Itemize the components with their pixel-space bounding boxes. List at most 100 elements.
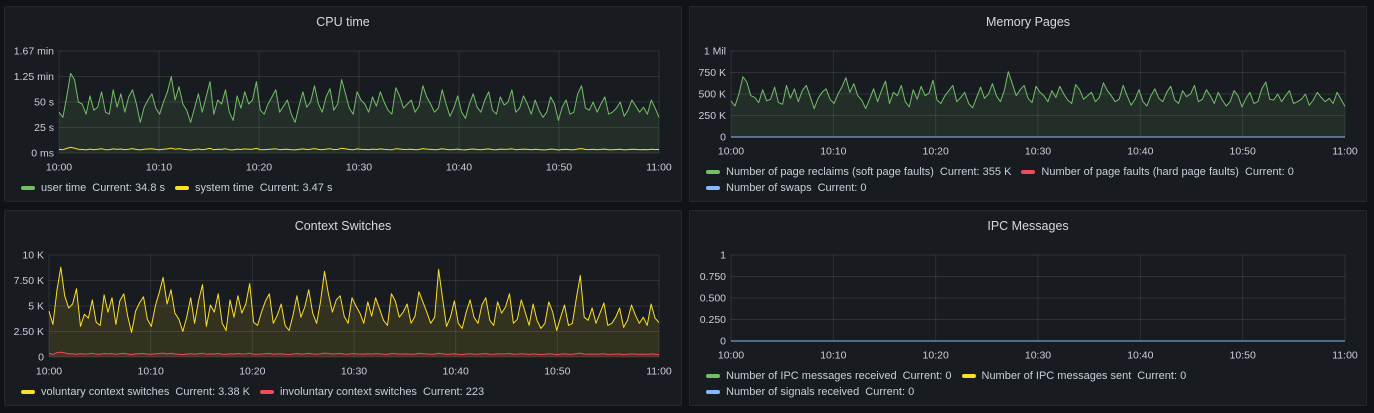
chart-memory-pages[interactable]: 0 250 K 500 K 750 K 1 Mil 10:00 10:10 10:20 10:3…: [690, 7, 1368, 203]
legend-row: Number of page reclaims (soft page fault…: [706, 164, 1356, 196]
x-tick-label: 10:40: [446, 162, 472, 174]
legend-current-value: Current: 3.38 K: [175, 386, 250, 398]
legend-swatch: [21, 390, 35, 394]
y-tick-label: 2.50 K: [14, 326, 44, 338]
chart-ipc-messages[interactable]: 0 0.250 0.500 0.750 1 10:00 10:10 10:20 10:30 10:…: [690, 211, 1368, 407]
x-tick-label: 10:00: [718, 146, 744, 158]
chart-context-switches[interactable]: 0 2.50 K 5 K 7.50 K 10 K 10:00 10:10 10:20 10:30…: [5, 211, 683, 407]
series-area-user-time: [59, 73, 659, 153]
legend-swatch: [706, 390, 720, 394]
legend-row: Number of IPC messages received Current: …: [706, 368, 1356, 400]
y-tick-label: 0.250: [700, 314, 726, 326]
x-tick-label: 10:30: [341, 366, 367, 378]
legend-series-name: voluntary context switches: [41, 386, 170, 398]
x-tick-label: 11:00: [646, 366, 672, 378]
x-tick-label: 10:50: [544, 366, 570, 378]
y-tick-label: 7.50 K: [14, 275, 44, 287]
legend-current-value: Current: 0: [865, 386, 915, 398]
series-line-involuntary-context-switches: [48, 351, 660, 356]
series-line-system-time: [58, 146, 659, 151]
y-tick-label: 0: [38, 352, 44, 364]
x-tick-label: 10:00: [718, 350, 744, 362]
y-tick-label: 25 s: [34, 122, 54, 134]
series-area-number-of-page-reclaims-soft-page-faults: [731, 71, 1345, 137]
x-tick-label: 10:10: [138, 366, 164, 378]
x-tick-label: 10:50: [1230, 146, 1256, 158]
legend-series-name: involuntary context switches: [279, 386, 417, 398]
legend-swatch: [706, 374, 720, 378]
x-tick-label: 10:20: [923, 146, 949, 158]
panel-title[interactable]: IPC Messages: [987, 219, 1069, 233]
legend-series-name: Number of page faults (hard page faults): [1041, 166, 1239, 178]
x-tick-label: 10:30: [1025, 350, 1051, 362]
x-tick-label: 10:40: [1127, 146, 1153, 158]
x-tick-label: 11:00: [1332, 146, 1358, 158]
legend-item-number-of-ipc-messages-sent[interactable]: Number of IPC messages sent Current: 0: [961, 368, 1187, 384]
x-tick-label: 10:30: [346, 162, 372, 174]
x-tick-label: 10:40: [443, 366, 469, 378]
legend-series-name: user time: [41, 182, 87, 194]
legend-item-number-of-ipc-messages-received[interactable]: Number of IPC messages received Current: …: [706, 368, 952, 384]
legend-series-name: Number of IPC messages sent: [981, 370, 1132, 382]
y-tick-label: 0.750: [700, 271, 726, 283]
legend-item-system-time[interactable]: system time Current: 3.47 s: [175, 180, 332, 196]
legend-item-voluntary-context-switches[interactable]: voluntary context switches Current: 3.38 …: [21, 384, 250, 400]
x-tick-label: 10:00: [36, 366, 62, 378]
y-tick-label: 0: [720, 336, 726, 348]
x-tick-label: 10:00: [46, 162, 72, 174]
panel-title[interactable]: Context Switches: [294, 219, 392, 233]
legend: voluntary context switches Current: 3.38 …: [21, 384, 671, 400]
legend-swatch: [175, 186, 190, 190]
y-tick-label: 5 K: [28, 301, 44, 313]
x-tick-label: 10:10: [820, 350, 846, 362]
x-tick-label: 11:00: [646, 162, 672, 174]
legend-swatch: [706, 170, 720, 174]
legend-swatch: [21, 186, 35, 190]
panel-title[interactable]: CPU time: [316, 15, 370, 29]
x-tick-label: 10:10: [146, 162, 172, 174]
legend: Number of IPC messages received Current: …: [706, 368, 1356, 400]
x-tick-label: 11:00: [1332, 350, 1358, 362]
legend-swatch: [961, 374, 976, 378]
legend-series-name: Number of signals received: [726, 386, 860, 398]
legend-swatch: [259, 390, 274, 394]
legend: user time Current: 34.8 s system time Curre…: [21, 180, 671, 196]
legend-row: voluntary context switches Current: 3.38 …: [21, 384, 671, 400]
y-tick-label: 10 K: [22, 250, 44, 262]
y-tick-label: 1: [720, 250, 726, 262]
legend-current-value: Current: 0: [902, 370, 952, 382]
legend-series-name: system time: [195, 182, 254, 194]
x-tick-label: 10:10: [820, 146, 846, 158]
y-tick-label: 500 K: [699, 89, 726, 101]
legend-item-involuntary-context-switches[interactable]: involuntary context switches Current: 223: [259, 384, 484, 400]
series-line-number-of-page-reclaims-soft-page-faults: [730, 71, 1346, 110]
legend-item-number-of-page-reclaims-soft-page-faults[interactable]: Number of page reclaims (soft page fault…: [706, 164, 1011, 180]
legend-current-value: Current: 0: [1137, 370, 1187, 382]
legend-series-name: Number of IPC messages received: [726, 370, 897, 382]
series-line-voluntary-context-switches: [48, 266, 660, 333]
y-tick-label: 1 Mil: [704, 46, 726, 58]
x-tick-label: 10:50: [546, 162, 572, 174]
legend-series-name: Number of page reclaims (soft page fault…: [726, 166, 934, 178]
legend-item-number-of-signals-received[interactable]: Number of signals received Current: 0: [706, 384, 914, 400]
x-tick-label: 10:20: [239, 366, 265, 378]
x-tick-label: 10:40: [1127, 350, 1153, 362]
x-tick-label: 10:20: [923, 350, 949, 362]
y-tick-label: 50 s: [34, 97, 54, 109]
panel-title[interactable]: Memory Pages: [985, 15, 1071, 29]
chart-cpu-time[interactable]: 0 ms 25 s 50 s 1.25 min 1.67 min 10:00 10:10 10…: [5, 7, 683, 203]
y-tick-label: 750 K: [699, 67, 726, 79]
legend-item-user-time[interactable]: user time Current: 34.8 s: [21, 180, 165, 196]
panel-cpu-time: CPU time 0 ms 25 s 50 s 1.25 min 1.67 min 10:…: [4, 6, 682, 202]
panel-memory-pages: Memory Pages 0 250 K 500 K 750 K 1 Mil 10:00 1…: [689, 6, 1367, 202]
y-tick-label: 250 K: [699, 110, 726, 122]
legend-current-value: Current: 355 K: [939, 166, 1012, 178]
x-tick-label: 10:50: [1230, 350, 1256, 362]
panel-context-switches: Context Switches 0 2.50 K 5 K 7.50 K 10 K 10:…: [4, 210, 682, 406]
legend-item-number-of-page-faults-hard-page-faults[interactable]: Number of page faults (hard page faults)…: [1021, 164, 1294, 180]
legend-current-value: Current: 34.8 s: [92, 182, 166, 194]
x-tick-label: 10:30: [1025, 146, 1051, 158]
y-tick-label: 0.500: [700, 293, 726, 305]
legend-item-number-of-swaps[interactable]: Number of swaps Current: 0: [706, 180, 867, 196]
y-tick-label: 0: [720, 132, 726, 144]
